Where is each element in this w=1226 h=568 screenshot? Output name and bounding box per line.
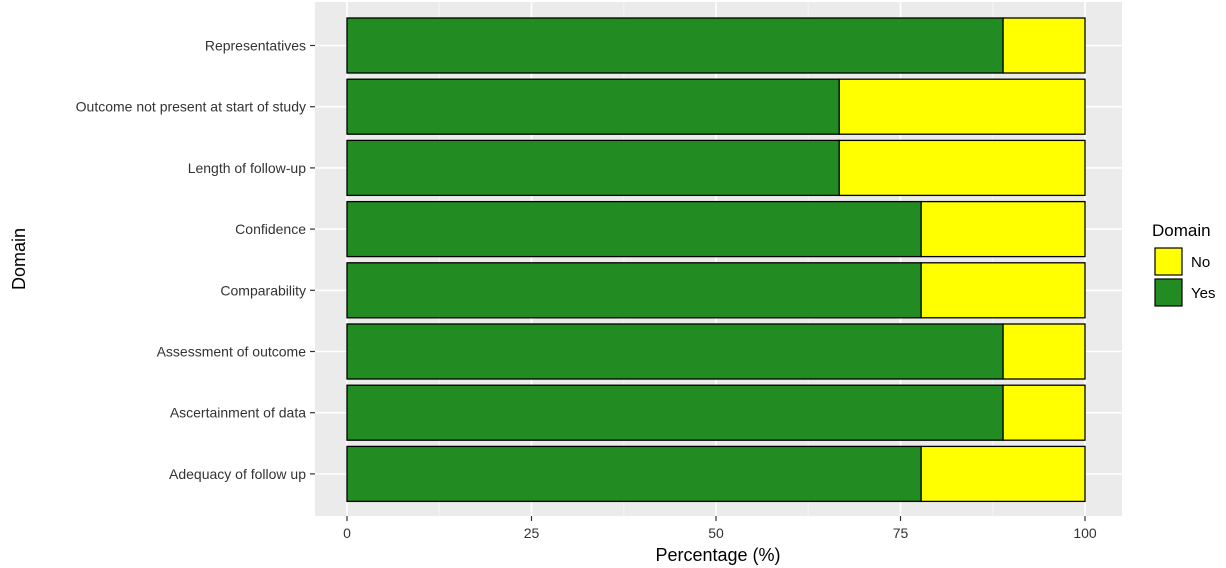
bar-layer [346,17,1086,503]
bar-yes-7 [346,384,1004,441]
x-axis-title: Percentage (%) [655,545,780,565]
legend: Domain No Yes [1152,221,1215,307]
y-tick-label: Assessment of outcome [157,344,307,360]
legend-label-yes: Yes [1191,285,1215,302]
x-tick-label: 50 [708,525,724,541]
y-tick-label: Ascertainment of data [170,405,306,421]
bar-no-7 [1002,384,1086,441]
y-tick-label: Adequacy of follow up [169,466,306,482]
y-axis-title: Domain [9,228,29,290]
legend-label-no: No [1191,254,1210,271]
x-tick-label: 75 [893,525,909,541]
bar-yes-8 [346,445,922,503]
bar-no-8 [920,445,1086,503]
y-tick-label: Length of follow-up [188,160,307,176]
y-tick-label: Comparability [220,282,306,298]
legend-key-no [1154,247,1183,276]
bar-yes-6 [346,323,1004,380]
legend-key-yes [1154,278,1183,307]
bar-no-6 [1002,323,1086,380]
x-tick-label: 0 [343,525,351,541]
bar-yes-3 [346,139,840,197]
bar-yes-5 [346,262,922,319]
x-tick-label: 100 [1073,525,1097,541]
y-tick-label: Representatives [205,38,306,54]
y-tick-label: Confidence [235,221,306,237]
x-axis: 0 25 50 75 100 [343,516,1097,541]
bar-yes-2 [346,78,840,135]
x-tick-label: 25 [524,525,540,541]
y-axis: Representatives Outcome not present at st… [76,38,315,482]
y-tick-label: Outcome not present at start of study [76,99,306,115]
bar-no-3 [838,139,1086,197]
bar-no-4 [920,200,1086,258]
bar-no-5 [920,262,1086,319]
bar-no-2 [838,78,1086,135]
bar-yes-1 [346,17,1004,74]
bar-no-1 [1002,17,1086,74]
bar-yes-4 [346,200,922,258]
legend-title: Domain [1152,221,1211,240]
